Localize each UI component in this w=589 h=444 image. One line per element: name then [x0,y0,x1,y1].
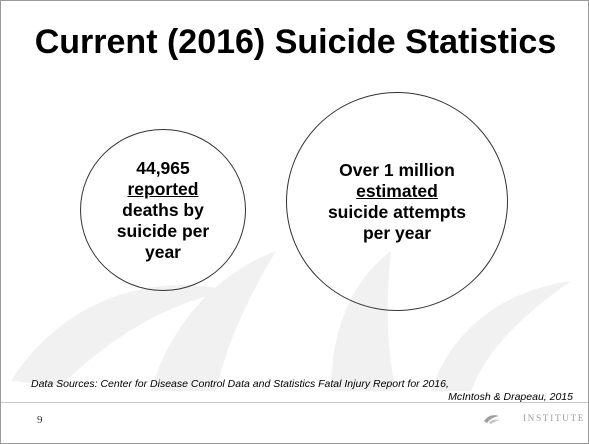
sources-line-1: Data Sources: Center for Disease Control… [31,378,449,390]
deaths-stat-circle: 44,965 reported deaths by suicide per ye… [80,129,246,291]
lotus-logo-icon [484,415,500,424]
deaths-line-5: year [144,241,181,262]
footer-divider [1,402,588,403]
page-number: 9 [37,414,43,426]
logo-text: INSTITUTE [523,413,586,423]
attempts-line-1: Over 1 million [339,159,455,180]
attempts-line-3: suicide attempts [327,201,467,222]
institute-logo: INSTITUTE [483,412,585,424]
deaths-number: 44,965 [136,157,190,178]
watermark-petal-right [431,281,571,391]
attempts-line-4: per year [362,222,432,243]
data-sources: Data Sources: Center for Disease Control… [31,378,573,403]
watermark-petal-left [11,285,231,386]
sources-line-2: McIntosh & Drapeau, 2015 [448,390,573,403]
deaths-line-3: deaths by [122,199,204,220]
lotus-watermark-icon [11,251,571,391]
deaths-line-4: suicide per [116,220,210,241]
attempts-stat-circle: Over 1 million estimated suicide attempt… [286,92,508,311]
reported-label: reported [127,178,199,199]
slide-title: Current (2016) Suicide Statistics [34,23,557,61]
estimated-label: estimated [356,180,438,201]
